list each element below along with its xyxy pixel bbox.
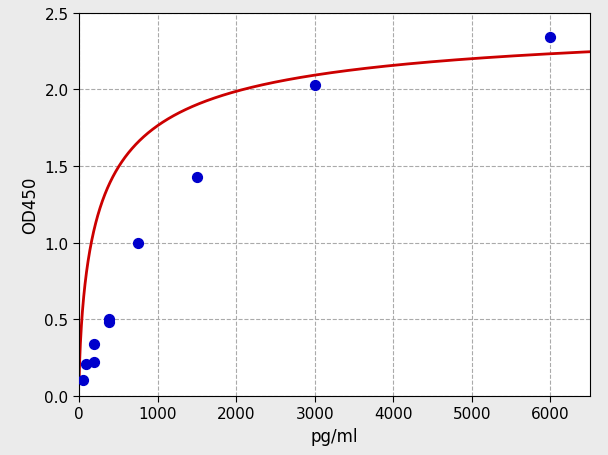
Point [103,316,113,323]
Point [89,359,98,366]
Y-axis label: OD450: OD450 [21,176,39,233]
X-axis label: pg/ml: pg/ml [311,427,358,445]
Point [81,360,91,367]
Point [89,340,98,348]
Point [192,174,202,181]
Point [310,82,320,89]
Point [133,239,143,247]
Point [78,377,88,384]
Point [545,35,555,42]
Point [103,319,113,326]
